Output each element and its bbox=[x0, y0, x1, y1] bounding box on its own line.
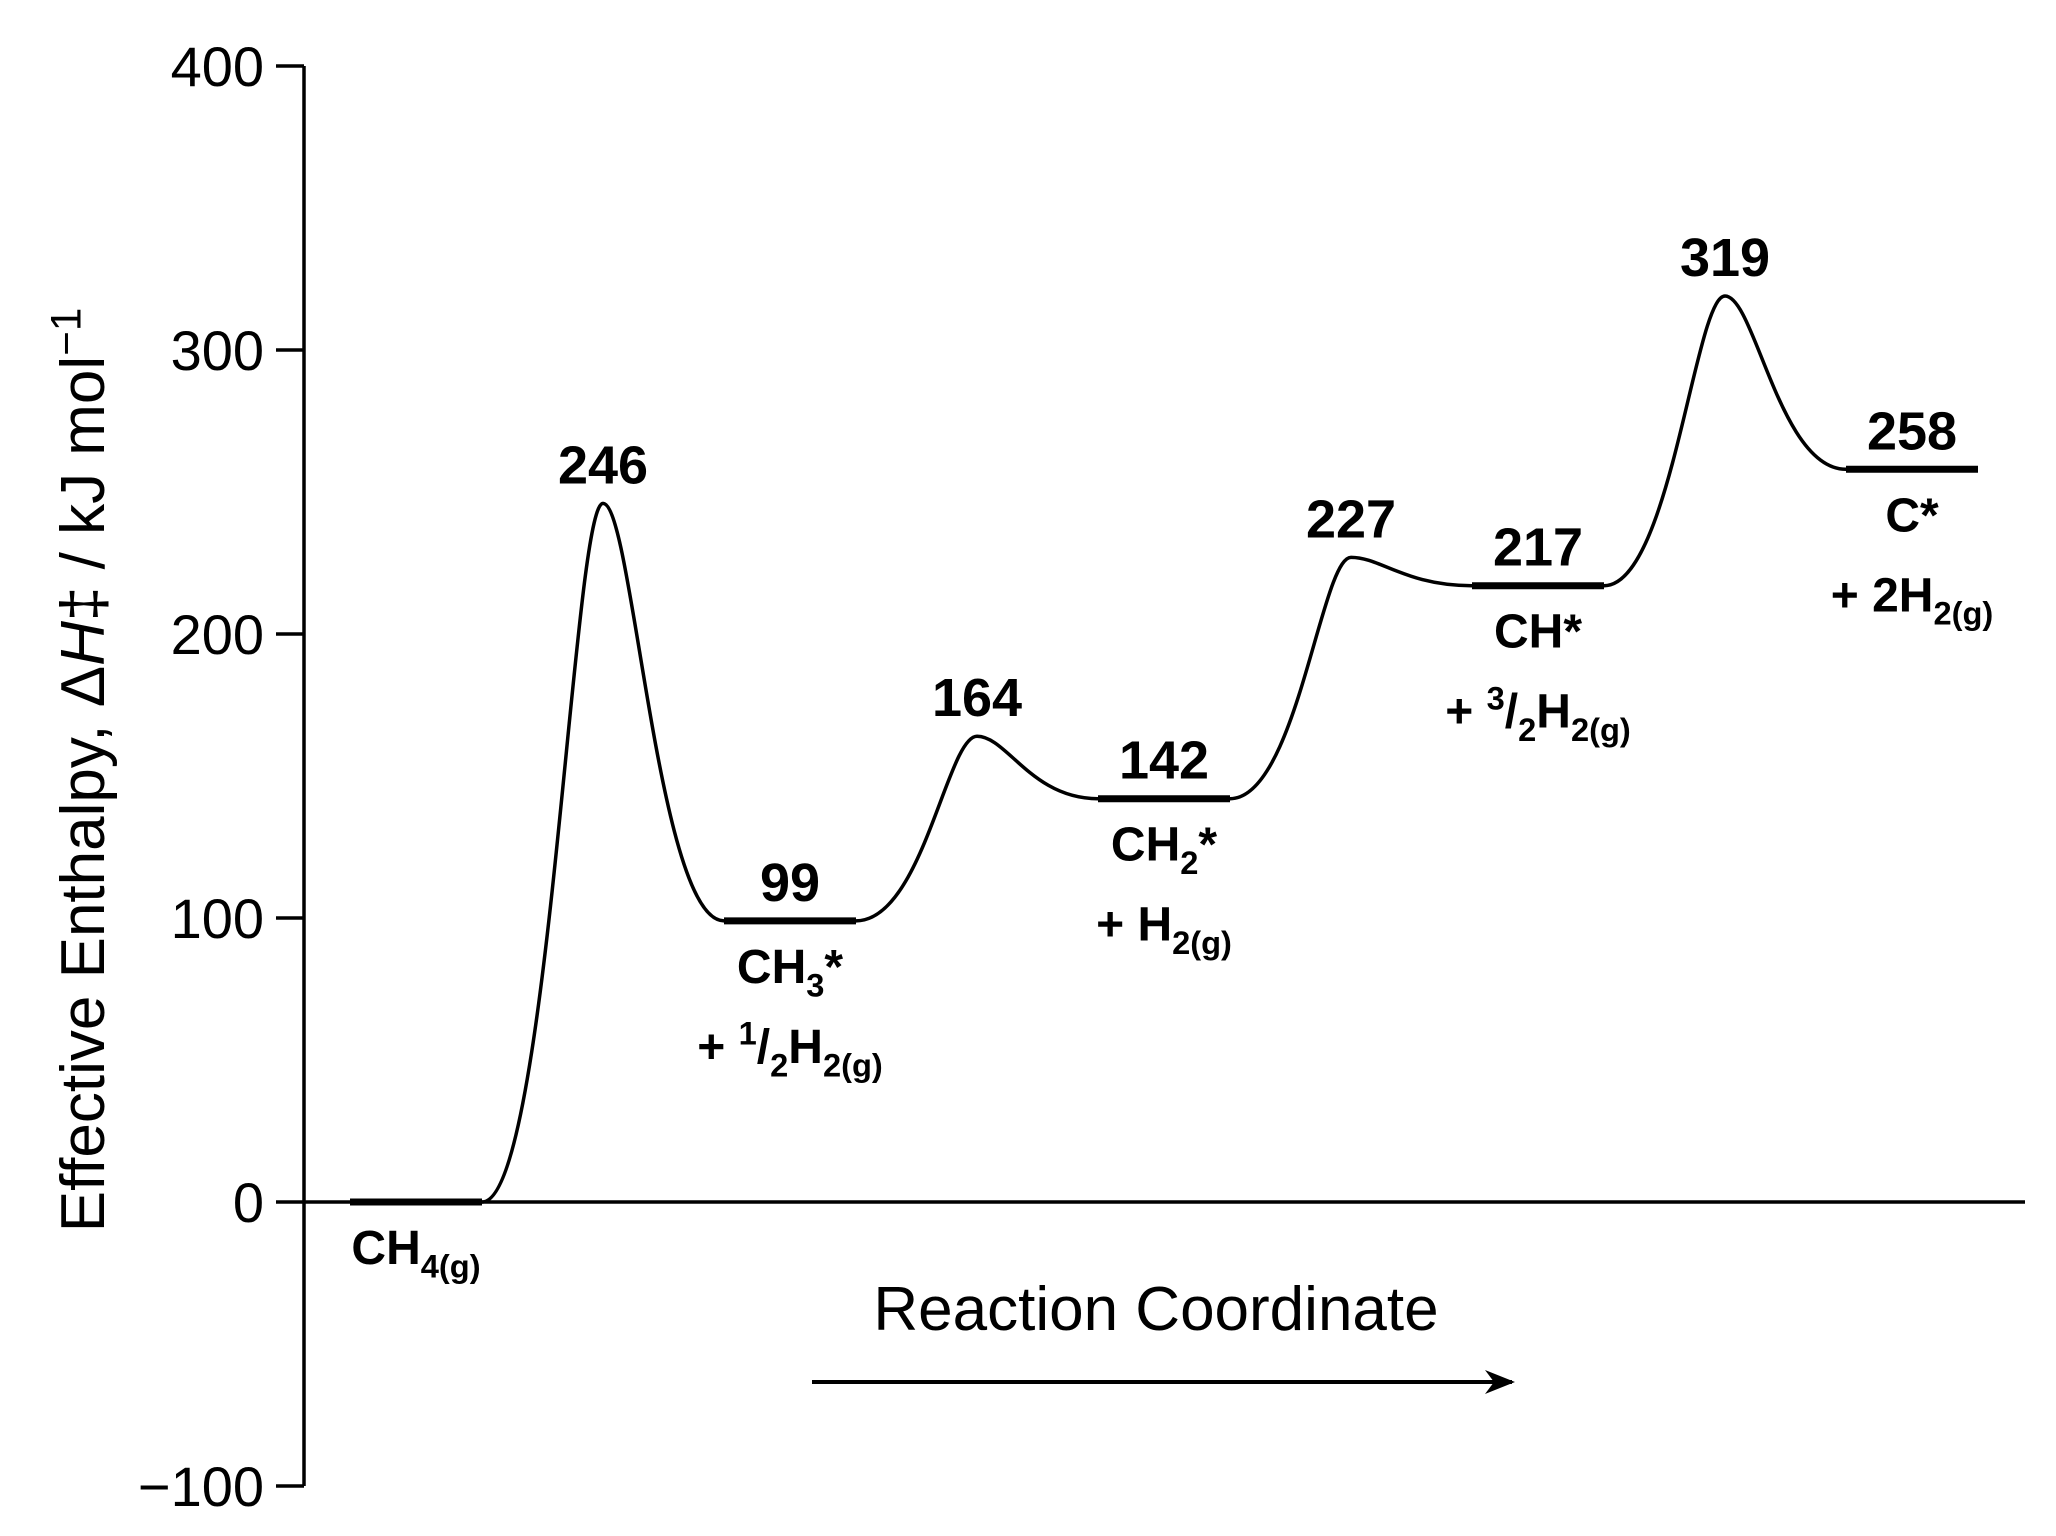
text-run: 2 bbox=[1518, 711, 1536, 748]
y-tick-label: 100 bbox=[171, 887, 264, 950]
transition-curve bbox=[1229, 555, 1473, 801]
text-run: ‡ / kJ mol bbox=[49, 356, 118, 621]
text-run: 2 bbox=[770, 1046, 788, 1083]
value-label: 142 bbox=[1119, 731, 1209, 791]
value-label: 258 bbox=[1867, 401, 1957, 461]
text-run: H bbox=[49, 621, 118, 666]
text-run: CH bbox=[737, 941, 806, 994]
text-run: 3 bbox=[1487, 679, 1505, 716]
text-run: / bbox=[757, 1021, 770, 1074]
x-axis-title: Reaction Coordinate bbox=[873, 1275, 1438, 1344]
text-run: CH bbox=[351, 1222, 420, 1275]
text-run: 2(g) bbox=[1933, 595, 1993, 632]
text-run: * bbox=[824, 941, 843, 994]
text-run: −1 bbox=[42, 308, 89, 356]
species-label: C* bbox=[1885, 489, 1939, 542]
text-run: + bbox=[1445, 686, 1486, 739]
transition-curve bbox=[481, 501, 725, 1204]
text-run: C* bbox=[1885, 489, 1939, 542]
text-run: * bbox=[1198, 819, 1217, 872]
text-run: 2(g) bbox=[1172, 924, 1232, 961]
text-run: 1 bbox=[739, 1015, 757, 1052]
value-label: 99 bbox=[760, 853, 820, 913]
text-run: + bbox=[697, 1021, 738, 1074]
species-label: CH* bbox=[1494, 606, 1582, 659]
value-label: 164 bbox=[932, 668, 1022, 728]
transition-curve bbox=[1603, 294, 1847, 588]
y-axis-title: Effective Enthalpy, ΔH‡ / kJ mol−1 bbox=[42, 308, 118, 1233]
text-run: CH* bbox=[1494, 606, 1582, 659]
value-label: 227 bbox=[1306, 489, 1396, 549]
species-label: CH4(g) bbox=[351, 1222, 480, 1284]
transition-curve bbox=[855, 734, 1099, 923]
text-run: / bbox=[1505, 686, 1518, 739]
y-tick-label: 0 bbox=[233, 1171, 264, 1234]
text-run: 3 bbox=[806, 966, 824, 1003]
text-run: 4(g) bbox=[421, 1247, 481, 1284]
species-label: + 2H2(g) bbox=[1831, 569, 1994, 631]
text-run: 2(g) bbox=[823, 1046, 883, 1083]
text-run: + 2H bbox=[1831, 569, 1934, 622]
y-tick-label: 400 bbox=[171, 35, 264, 98]
y-tick-label: 200 bbox=[171, 603, 264, 666]
text-run: CH bbox=[1111, 819, 1180, 872]
species-label: + H2(g) bbox=[1096, 899, 1232, 961]
y-tick-label: 300 bbox=[171, 319, 264, 382]
text-run: 2 bbox=[1180, 844, 1198, 881]
text-run: Effective Enthalpy, Δ bbox=[49, 666, 118, 1232]
text-run: 2(g) bbox=[1571, 711, 1631, 748]
text-run: H bbox=[788, 1021, 823, 1074]
value-label: 246 bbox=[558, 435, 648, 495]
text-run: H bbox=[1536, 686, 1571, 739]
species-label: CH2* bbox=[1111, 819, 1217, 881]
y-tick-label: −100 bbox=[138, 1455, 264, 1518]
value-label: 319 bbox=[1680, 228, 1770, 288]
value-label: 217 bbox=[1493, 518, 1583, 578]
species-label: CH3* bbox=[737, 941, 843, 1003]
text-run: + H bbox=[1096, 899, 1172, 952]
species-label: + 3/2H2(g) bbox=[1445, 679, 1631, 748]
species-label: + 1/2H2(g) bbox=[697, 1015, 883, 1084]
